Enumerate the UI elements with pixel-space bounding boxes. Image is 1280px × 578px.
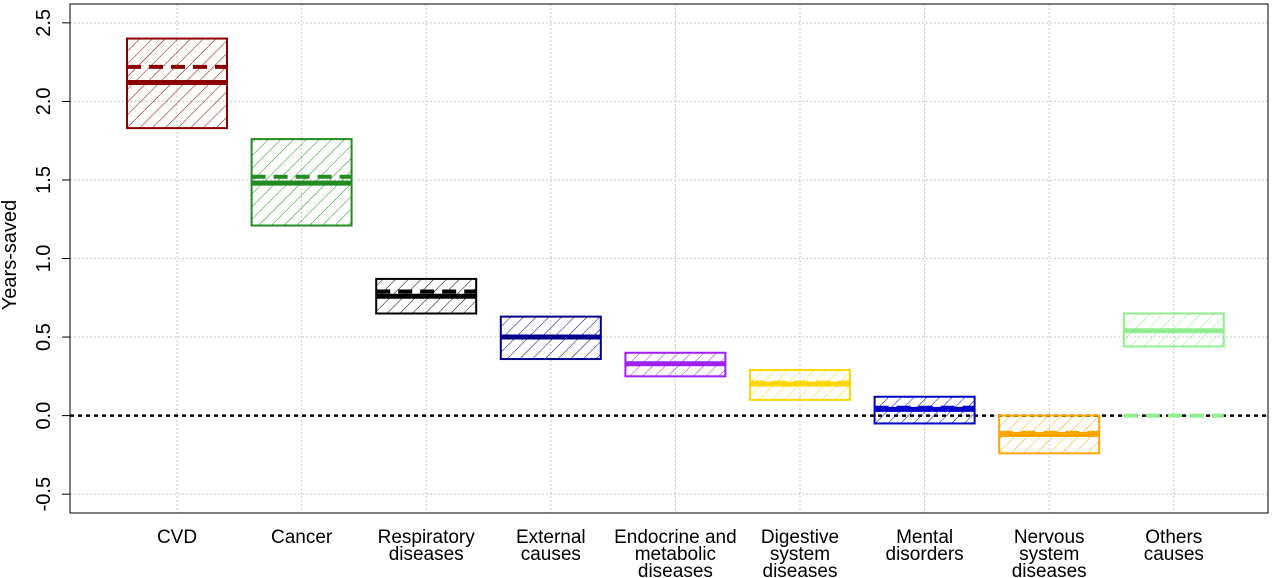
category-label: diseases [1012,561,1087,578]
category-label: Cancer [271,527,333,548]
x-axis-labels: CVD Cancer RespiratorydiseasesExternalcaus… [157,527,1204,578]
box-group [499,315,602,361]
category-label: Endocrine and [614,527,737,548]
category-label: metabolic [635,544,716,565]
category-label: causes [1144,544,1204,565]
y-tick-label: 2.5 [33,9,55,37]
box-group [749,369,851,401]
y-axis: -0.5 0.0 0.5 1.0 1.5 2.0 2.5 [33,4,71,513]
category-label: causes [521,544,581,565]
category-label: Nervous [1014,527,1085,548]
box-group [126,37,228,130]
category-label: External [516,527,586,548]
y-tick-label: 1.5 [33,166,55,194]
y-tick-label: 1.0 [33,245,55,273]
category-label: system [770,544,830,565]
box-group [998,414,1101,455]
category-label: diseases [389,544,464,565]
y-tick-label: 0.0 [33,402,55,430]
box-group [1122,312,1225,418]
boxes [126,37,1225,455]
category-label: Mental [896,527,953,548]
category-label: diseases [638,561,713,578]
box-group [250,138,353,227]
y-tick-label: 0.5 [33,323,55,351]
y-axis-title: Years-saved [0,200,21,310]
y-tick-label: -0.5 [33,477,55,511]
box-group [873,395,976,425]
category-label: CVD [157,527,197,548]
category-label: diseases [763,561,838,578]
category-label: system [1019,544,1079,565]
category-label: Others [1145,527,1202,548]
box-group [624,351,727,378]
category-label: disorders [886,544,964,565]
category-label: Respiratory [378,527,476,548]
y-tick-label: 2.0 [33,87,55,115]
box-group [375,277,478,315]
category-label: Digestive [761,527,839,548]
